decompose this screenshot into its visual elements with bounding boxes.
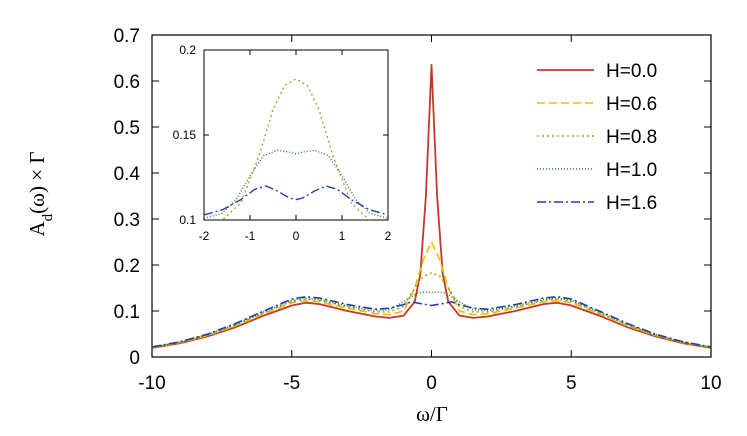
x-tick-label: 10 bbox=[700, 373, 721, 394]
series-line-h-1-6 bbox=[151, 295, 712, 348]
x-axis-title: ω/Γ bbox=[416, 402, 448, 426]
y-tick-label: 0.7 bbox=[114, 26, 140, 47]
y-tick-label: 0 bbox=[129, 348, 140, 369]
inset-y-tick-label: 0.15 bbox=[173, 128, 197, 142]
legend-label: H=0.6 bbox=[606, 94, 657, 115]
legend-label: H=1.6 bbox=[606, 193, 657, 214]
y-tick-label: 0.6 bbox=[114, 72, 140, 93]
inset-y-tick-label: 0.1 bbox=[179, 213, 196, 227]
series-line-h-0-0 bbox=[151, 64, 712, 349]
inset-x-tick-label: -1 bbox=[245, 229, 256, 243]
legend-label: H=0.0 bbox=[606, 61, 657, 82]
x-tick-label: 5 bbox=[566, 373, 577, 394]
series-line-h-0-6 bbox=[151, 241, 712, 349]
y-tick-label: 0.4 bbox=[114, 164, 141, 185]
x-tick-label: -5 bbox=[283, 373, 300, 394]
y-tick-label: 0.3 bbox=[114, 210, 140, 231]
legend: H=0.0 H=0.6 H=0.8 H=1.0 H=1.6 bbox=[537, 61, 657, 214]
inset-x-tick-label: 0 bbox=[293, 229, 300, 243]
y-axis-title: Ad(ω) × Γ bbox=[25, 152, 56, 237]
inset-x-tick-label: -2 bbox=[199, 229, 210, 243]
inset-x-tick-label: 1 bbox=[339, 229, 346, 243]
series-line-h-1-0 bbox=[151, 291, 712, 349]
y-tick-label: 0.5 bbox=[114, 118, 140, 139]
series-line-h-0-8 bbox=[151, 272, 712, 349]
inset-series-line-h-1-6 bbox=[204, 185, 388, 216]
x-tick-label: 0 bbox=[426, 373, 437, 394]
inset-plot-frame bbox=[203, 49, 389, 221]
y-tick-label: 0.1 bbox=[114, 302, 140, 323]
x-tick-label: -10 bbox=[138, 373, 165, 394]
legend-label: H=0.8 bbox=[606, 127, 657, 148]
inset-x-tick-label: 2 bbox=[385, 229, 392, 243]
inset-y-tick-label: 0.2 bbox=[179, 43, 196, 57]
inset-plot: -2 -1 0 1 2 0.1 0.15 0.2 bbox=[173, 43, 392, 243]
y-tick-label: 0.2 bbox=[114, 256, 140, 277]
legend-label: H=1.0 bbox=[606, 160, 657, 181]
inset-series-line-h-0-8 bbox=[218, 78, 374, 220]
